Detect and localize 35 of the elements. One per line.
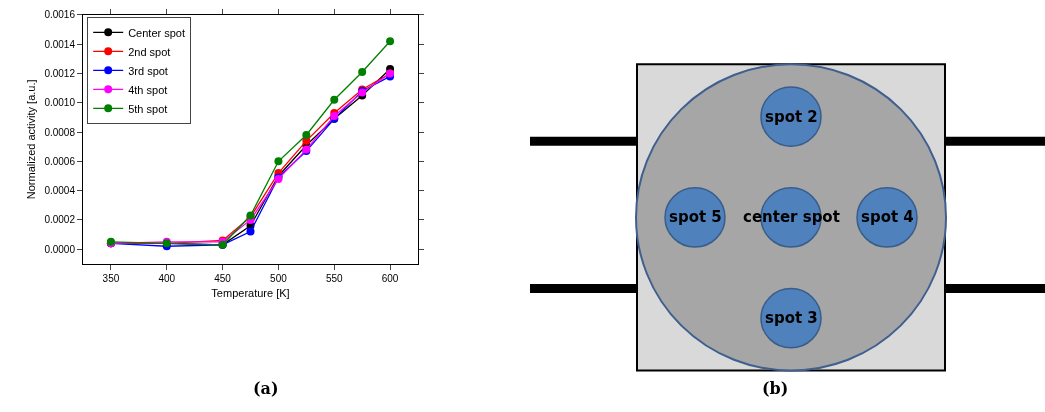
y-tick-label: 0.0000 bbox=[44, 243, 76, 255]
point bbox=[302, 130, 311, 139]
legend-label: 5th spot bbox=[128, 102, 168, 115]
y-axis-title: Normalized activity [a.u.] bbox=[25, 79, 38, 200]
text: (a) bbox=[253, 379, 279, 398]
x-tick-label: 450 bbox=[214, 272, 232, 284]
point bbox=[358, 67, 367, 76]
x-tick-label: 350 bbox=[102, 272, 120, 284]
x-tick-label: 400 bbox=[158, 272, 176, 284]
legend-label: 3rd spot bbox=[128, 64, 168, 77]
y-tick-label: 0.0002 bbox=[44, 214, 76, 226]
y-tick-label: 0.0006 bbox=[44, 155, 76, 167]
x-axis-title: Temperature [K] bbox=[211, 287, 290, 300]
y-tick-label: 0.0014 bbox=[44, 38, 76, 50]
x-tick-label: 550 bbox=[325, 272, 344, 284]
y-tick-label: 0.0004 bbox=[44, 185, 76, 197]
y-tick-label: 0.0016 bbox=[44, 9, 76, 21]
text: spot 3 bbox=[765, 309, 818, 327]
text: spot 5 bbox=[669, 208, 722, 226]
legend-label: 2nd spot bbox=[128, 45, 171, 58]
y-tick-label: 0.0012 bbox=[44, 67, 76, 79]
text: (b) bbox=[762, 379, 789, 398]
text: center spot bbox=[743, 208, 840, 226]
x-tick-label: 600 bbox=[381, 272, 399, 284]
point bbox=[274, 157, 283, 166]
text: spot 2 bbox=[765, 108, 818, 126]
legend-label: 4th spot bbox=[128, 83, 168, 96]
legend-label: Center spot bbox=[128, 26, 186, 39]
point bbox=[246, 227, 255, 236]
point bbox=[386, 37, 395, 46]
y-tick-label: 0.0010 bbox=[44, 97, 76, 109]
x-tick-label: 500 bbox=[270, 272, 288, 284]
text: spot 4 bbox=[861, 208, 914, 226]
point bbox=[330, 95, 339, 104]
y-tick-label: 0.0008 bbox=[44, 126, 76, 138]
